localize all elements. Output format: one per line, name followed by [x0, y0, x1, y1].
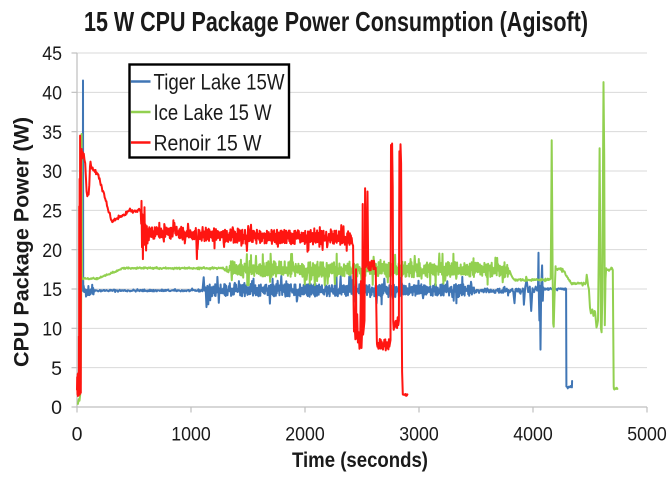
svg-text:2000: 2000 [285, 424, 325, 446]
svg-text:0: 0 [72, 424, 83, 446]
svg-text:15: 15 [42, 279, 62, 301]
svg-text:20: 20 [42, 240, 62, 262]
svg-text:30: 30 [42, 161, 62, 183]
svg-text:CPU Package Power (W): CPU Package Power (W) [11, 117, 34, 367]
svg-text:Ice Lake 15 W: Ice Lake 15 W [154, 100, 272, 125]
svg-text:4000: 4000 [513, 424, 553, 446]
svg-text:Renoir 15 W: Renoir 15 W [154, 131, 262, 156]
svg-text:35: 35 [42, 122, 62, 144]
svg-text:3000: 3000 [399, 424, 439, 446]
svg-text:Tiger Lake 15W: Tiger Lake 15W [154, 70, 285, 95]
svg-text:10: 10 [42, 318, 62, 340]
svg-text:Time (seconds): Time (seconds) [292, 449, 428, 472]
svg-text:45: 45 [42, 43, 62, 65]
svg-text:40: 40 [42, 82, 62, 104]
svg-text:5000: 5000 [627, 424, 667, 446]
svg-text:25: 25 [42, 200, 62, 222]
svg-text:0: 0 [51, 397, 62, 419]
svg-text:15 W CPU Package Power Consump: 15 W CPU Package Power Consumption (Agis… [84, 6, 588, 37]
svg-text:1000: 1000 [171, 424, 211, 446]
svg-text:5: 5 [51, 358, 62, 380]
